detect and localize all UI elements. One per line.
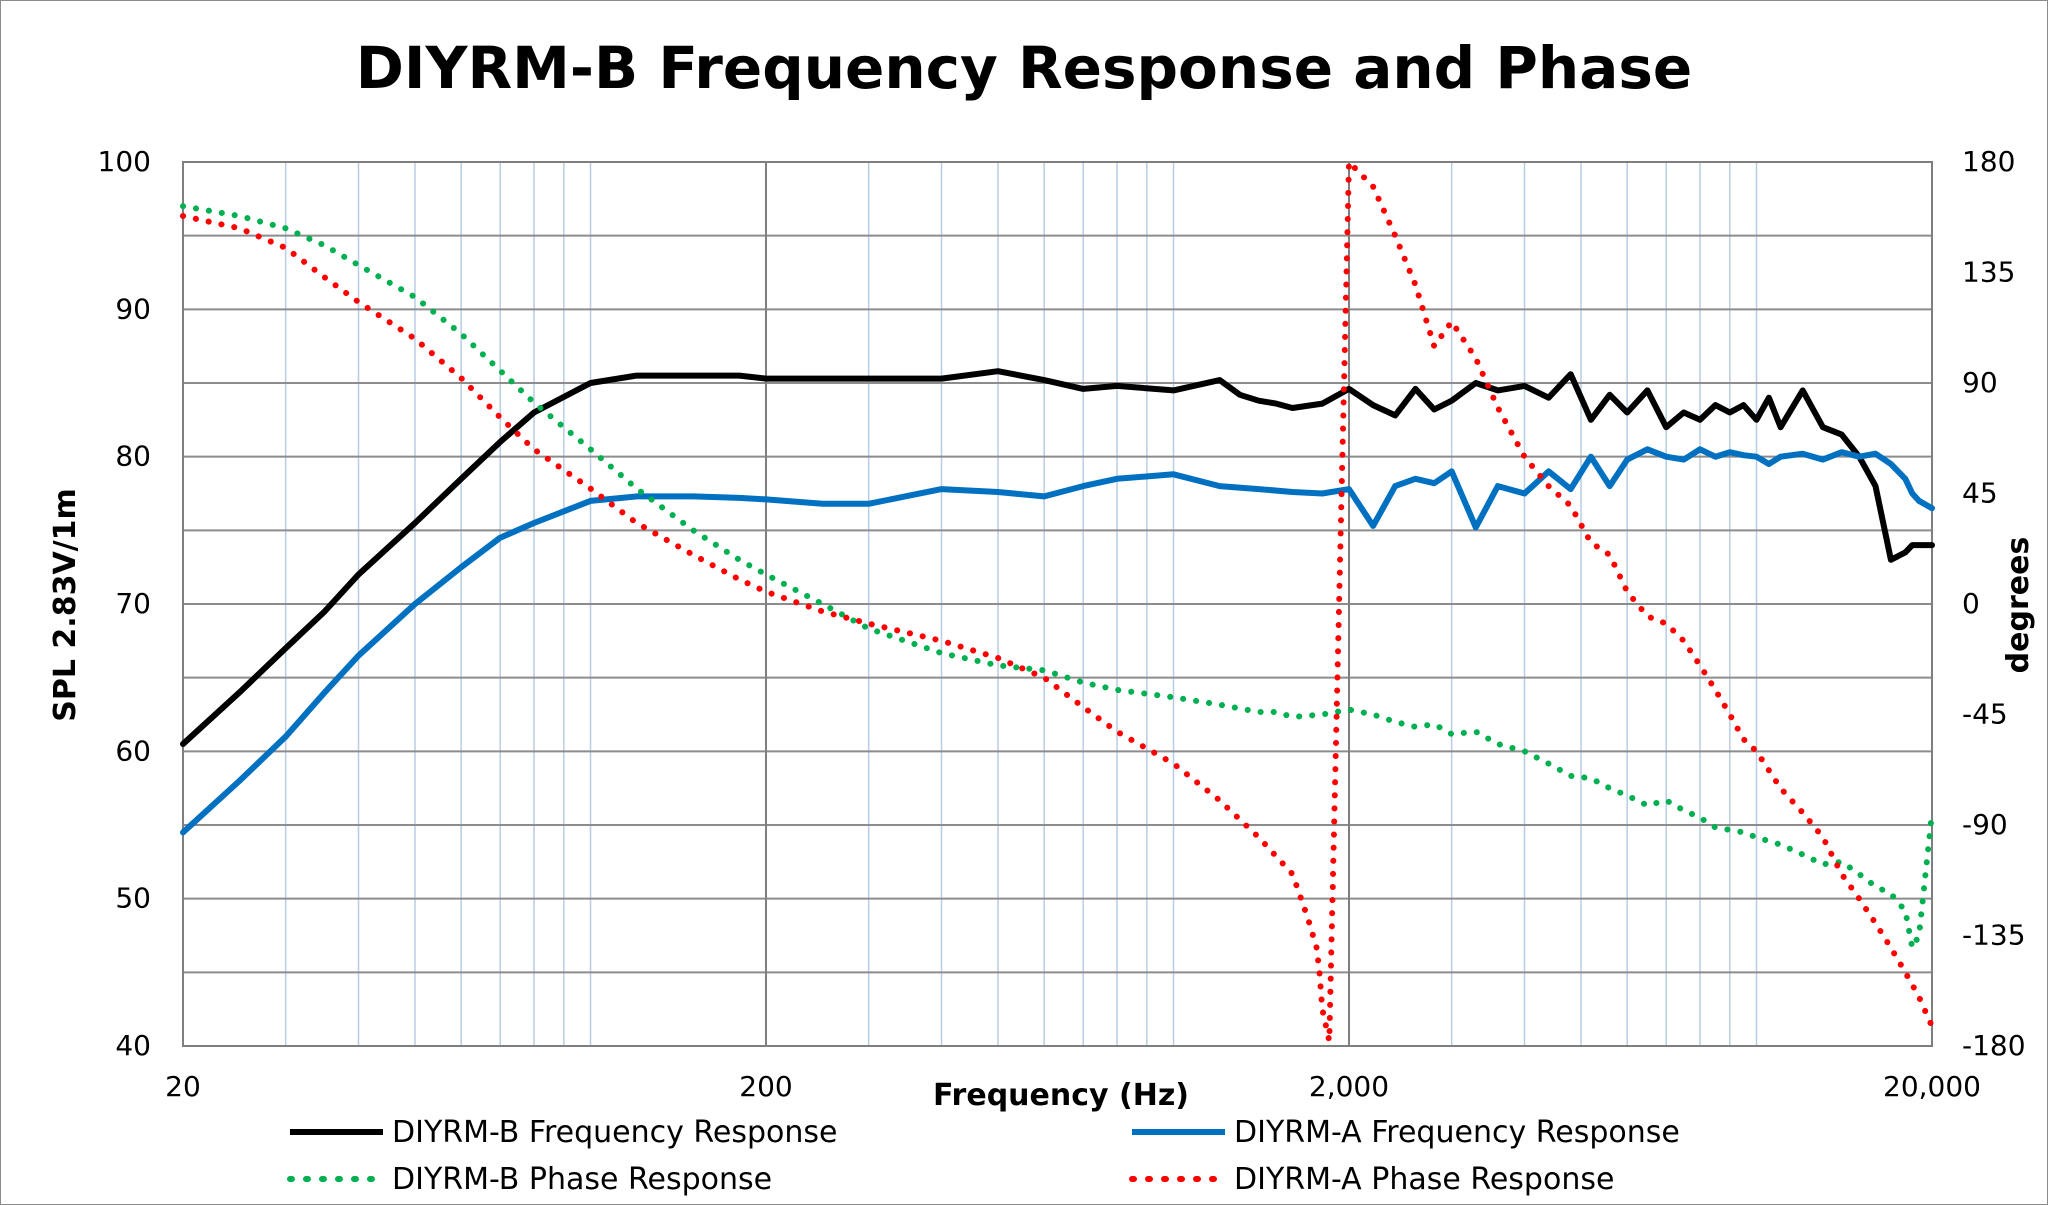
y2-tick-label: 0 bbox=[1962, 587, 1980, 620]
series-line-diyrm-b-phase-response bbox=[180, 203, 1935, 951]
y-tick-label: 50 bbox=[115, 882, 151, 915]
y-tick-label: 90 bbox=[115, 292, 151, 325]
tick-labels: 40 50 60 70 80 90 100 -180 -135 -90 -45 0 45 90 135 180… bbox=[98, 145, 2026, 1103]
y2-tick-label: -180 bbox=[1962, 1029, 2026, 1062]
y-tick-label: 80 bbox=[115, 440, 151, 473]
legend: DIYRM-B Frequency Response DIYRM-A Frequ… bbox=[287, 1115, 1680, 1197]
y2-tick-label: 45 bbox=[1962, 477, 1998, 510]
y-tick-label: 60 bbox=[115, 734, 151, 767]
x-tick-label: 200 bbox=[739, 1070, 792, 1103]
grid bbox=[182, 161, 1933, 1047]
series-line-diyrm-a-frequency-response bbox=[180, 446, 1935, 836]
chart-title: DIYRM-B Frequency Response and Phase bbox=[356, 34, 1692, 102]
y-tick-label: 100 bbox=[98, 145, 151, 178]
series-layer bbox=[180, 159, 1935, 1045]
legend-label-diyrm-b-phase: DIYRM-B Phase Response bbox=[392, 1162, 772, 1197]
y2-axis-title: degrees bbox=[2001, 537, 2036, 674]
y2-tick-label: -45 bbox=[1962, 698, 2008, 731]
legend-label-diyrm-a-frequency: DIYRM-A Frequency Response bbox=[1234, 1115, 1680, 1150]
series-line-diyrm-a-phase-response bbox=[180, 159, 1935, 1045]
x-tick-label: 20,000 bbox=[1883, 1070, 1981, 1103]
plot-area bbox=[182, 161, 1933, 1047]
y2-tick-label: 180 bbox=[1962, 145, 2015, 178]
y2-tick-label: -135 bbox=[1962, 919, 2026, 952]
x-axis-title: Frequency (Hz) bbox=[933, 1078, 1189, 1113]
y-tick-label: 40 bbox=[115, 1029, 151, 1062]
y-tick-label: 70 bbox=[115, 587, 151, 620]
series-line-diyrm-b-frequency-response bbox=[180, 368, 1935, 747]
y2-tick-label: 90 bbox=[1962, 366, 1998, 399]
x-tick-label: 20 bbox=[165, 1070, 201, 1103]
y2-tick-label: 135 bbox=[1962, 256, 2015, 289]
y2-tick-label: -90 bbox=[1962, 808, 2008, 841]
legend-label-diyrm-b-frequency: DIYRM-B Frequency Response bbox=[392, 1115, 837, 1150]
y-axis-title: SPL 2.83V/1m bbox=[48, 488, 83, 721]
x-tick-label: 2,000 bbox=[1309, 1070, 1389, 1103]
legend-label-diyrm-a-phase: DIYRM-A Phase Response bbox=[1234, 1162, 1614, 1197]
